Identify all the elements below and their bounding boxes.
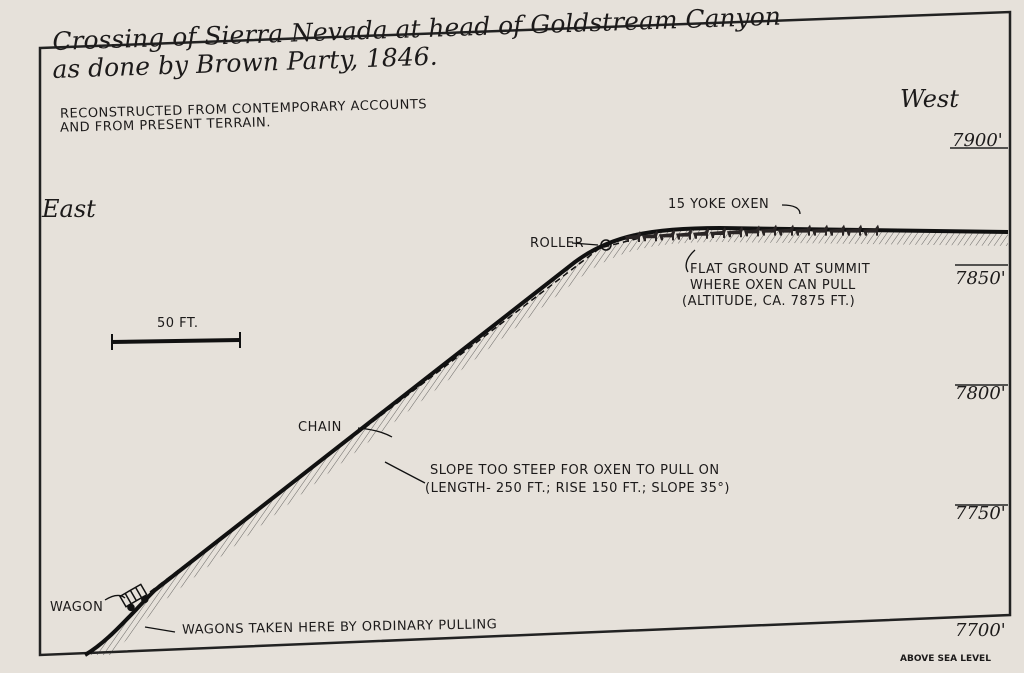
summit-label-3: (ALTITUDE, CA. 7875 FT.) — [682, 294, 856, 309]
roller-icon — [600, 239, 612, 251]
ox-icon — [795, 224, 811, 236]
ox-icon — [710, 227, 726, 238]
above-sea-level-note: ABOVE SEA LEVEL — [900, 654, 991, 664]
slope-label-1: SLOPE TOO STEEP FOR OXEN TO PULL ON — [430, 463, 720, 478]
slope-label-2: (LENGTH- 250 FT.; RISE 150 FT.; SLOPE 35… — [425, 481, 730, 496]
ox-icon — [727, 226, 743, 238]
ox-icon — [659, 229, 675, 241]
ox-icon — [693, 227, 709, 239]
chain-arrow — [357, 427, 393, 438]
roller-arrow — [571, 242, 599, 246]
ox-icon — [625, 231, 641, 242]
summit-arrow — [685, 249, 696, 273]
east-label: East — [42, 195, 96, 223]
oxen-arrow — [781, 204, 801, 215]
chain-line — [149, 237, 641, 593]
slope-arrow — [384, 461, 426, 484]
tick-7750: 7750' — [955, 503, 1006, 524]
oxen-team-icon — [625, 224, 879, 242]
scale-bar — [111, 338, 241, 344]
oxen-label: 15 YOKE OXEN — [668, 197, 770, 212]
scale-bar-label: 50 FT. — [157, 316, 199, 331]
ox-icon — [744, 225, 760, 237]
ox-icon — [761, 224, 777, 236]
ground-hatching — [85, 228, 1008, 655]
wagons-pulled-arrow — [144, 626, 176, 633]
ox-icon — [829, 224, 845, 236]
ox-icon — [676, 228, 692, 240]
roller-label: ROLLER — [530, 236, 584, 251]
ox-icon — [863, 224, 879, 236]
wagon-arrow — [104, 594, 126, 601]
tick-7900: 7900' — [952, 130, 1003, 151]
tick-7800: 7800' — [955, 383, 1006, 404]
ox-icon — [778, 224, 794, 236]
summit-label-2: WHERE OXEN CAN PULL — [690, 278, 856, 293]
summit-label-1: FLAT GROUND AT SUMMIT — [690, 262, 871, 277]
altitude-axis — [950, 147, 1008, 506]
ox-icon — [642, 230, 658, 242]
tick-7700: 7700' — [955, 620, 1006, 641]
wagon-label: WAGON — [50, 600, 104, 615]
wagon-icon — [118, 583, 149, 612]
ground-profile — [83, 225, 1009, 657]
ox-icon — [812, 224, 828, 236]
west-label: West — [900, 85, 959, 113]
ox-icon — [846, 224, 862, 236]
chain-label: CHAIN — [298, 420, 342, 435]
tick-7850: 7850' — [955, 268, 1006, 289]
frame-border — [38, 10, 1012, 657]
